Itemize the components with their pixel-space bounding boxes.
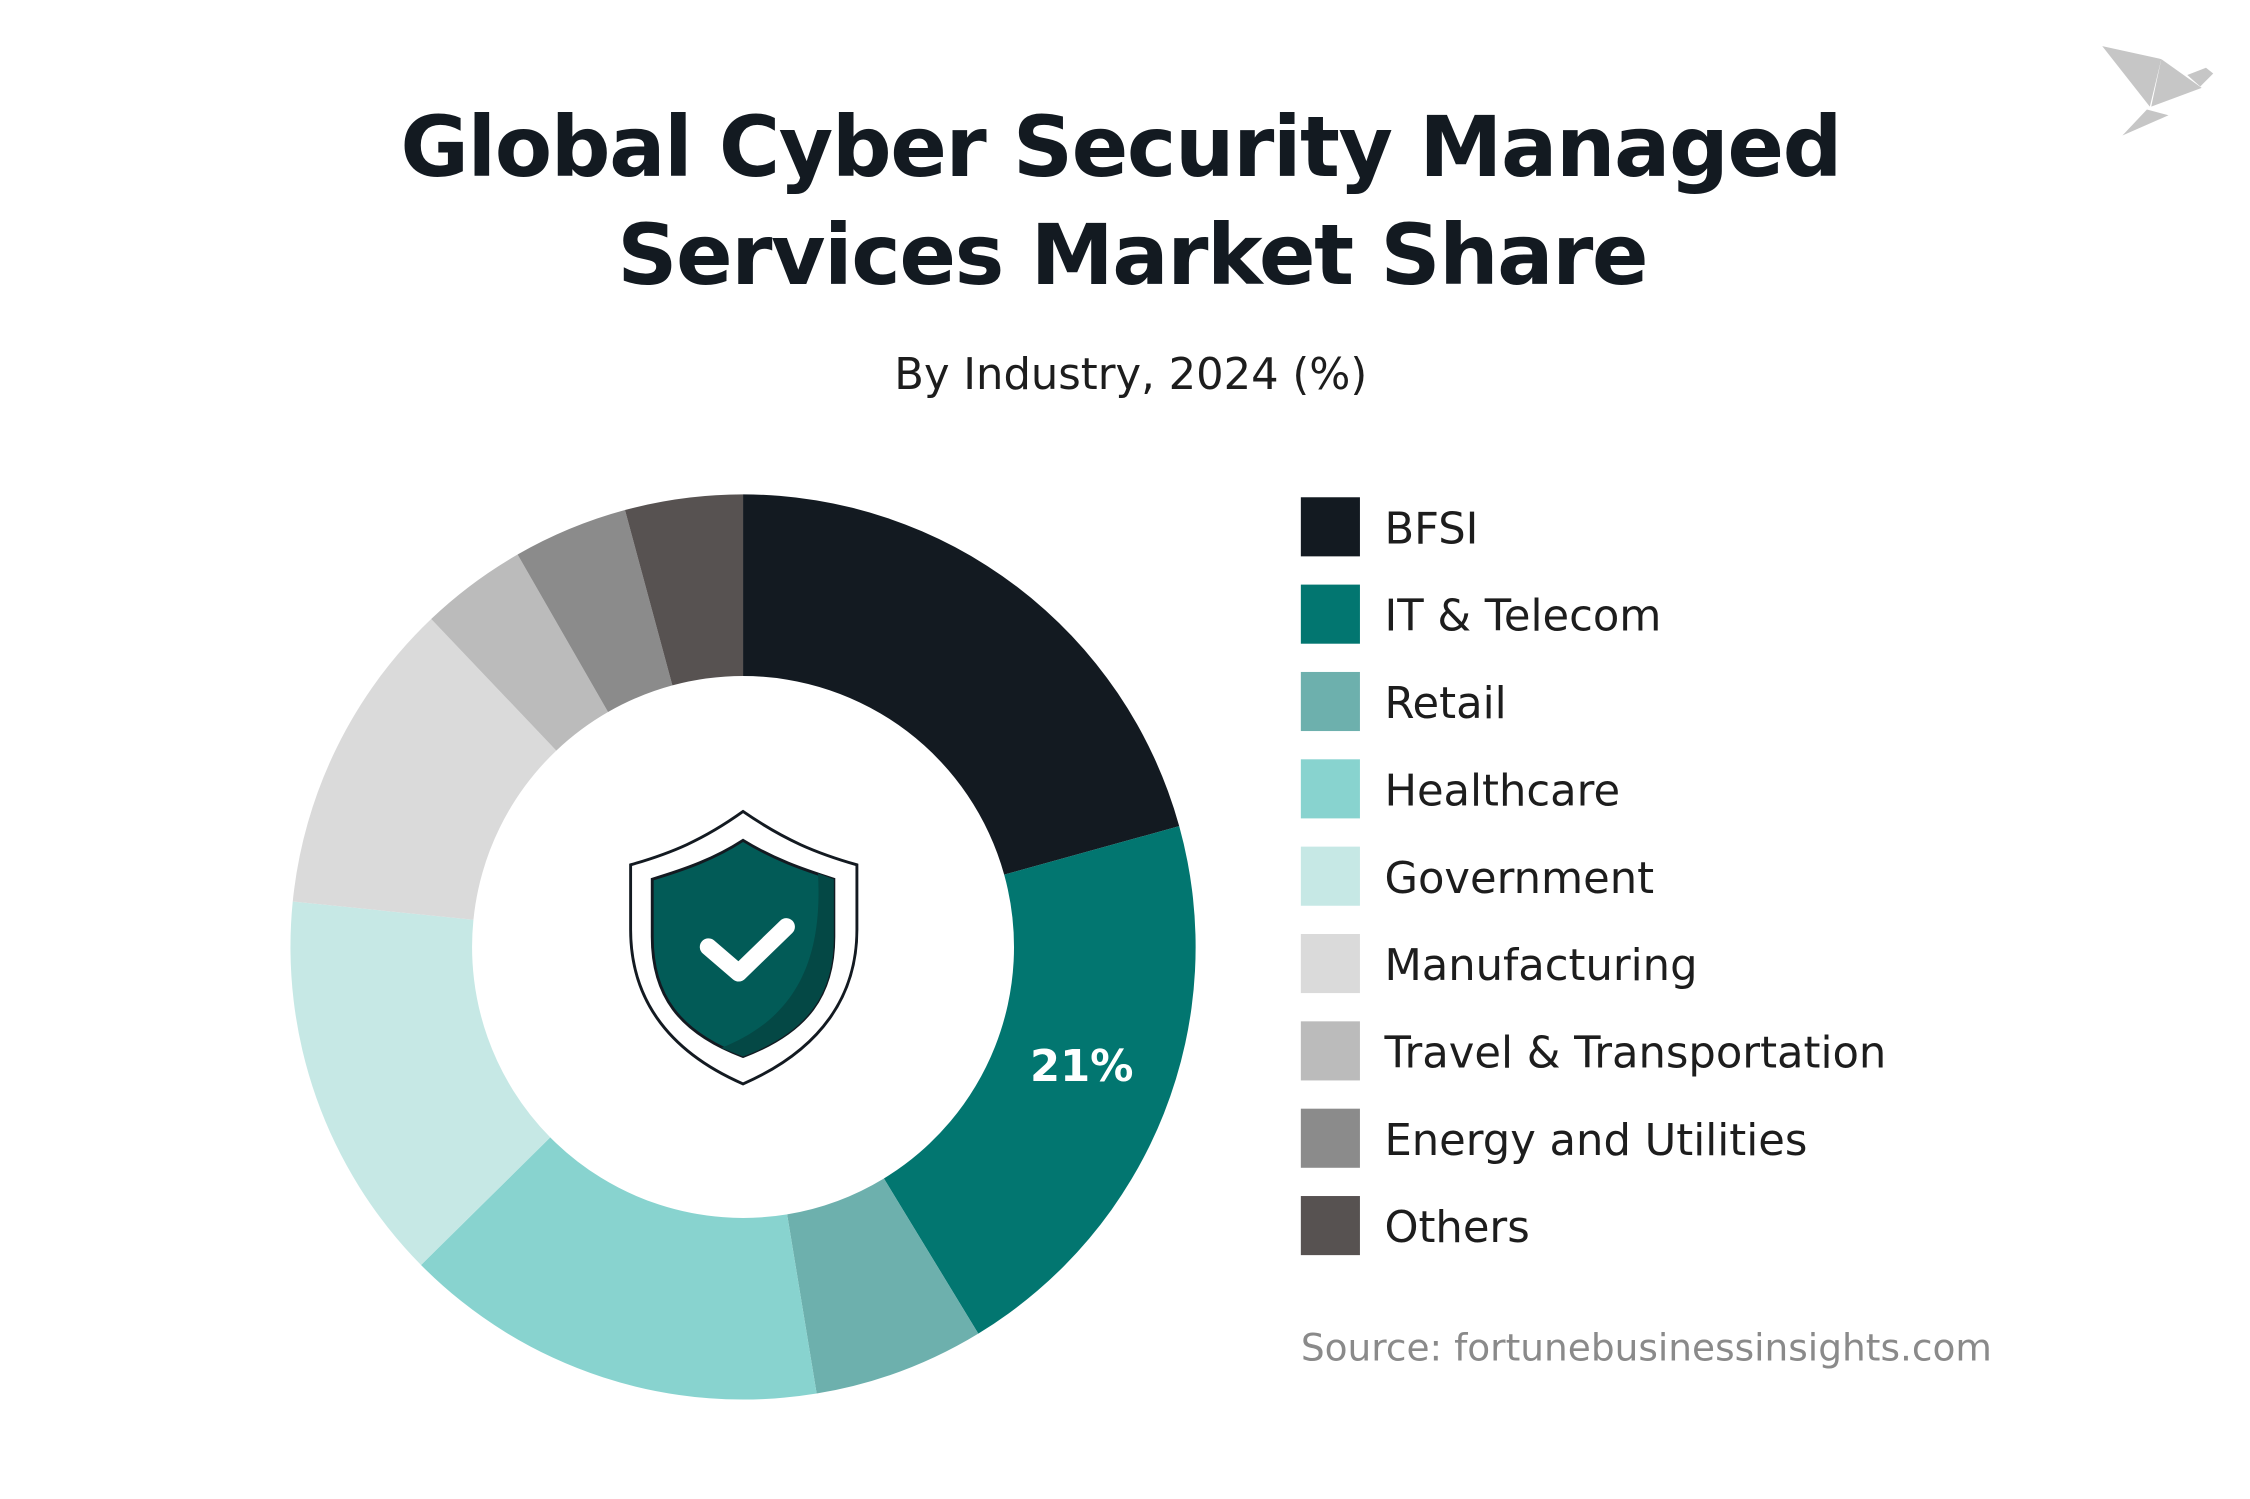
legend-label: Healthcare [1384, 766, 1620, 816]
legend-item-manufacturing: Manufacturing [1300, 933, 1698, 994]
slice-retail [787, 1178, 979, 1394]
data-label-it-telecom: 21% [1030, 1042, 1133, 1092]
legend-swatch [1300, 497, 1360, 557]
slice-others [624, 494, 744, 686]
legend-label: Retail [1384, 679, 1506, 729]
legend-label: Energy and Utilities [1384, 1116, 1807, 1166]
slice-manufacturing [292, 618, 557, 920]
legend-item-government: Government [1300, 846, 1654, 906]
legend-item-others: Others [1300, 1196, 1530, 1256]
slice-travel-and-transportation [431, 554, 609, 751]
slice-energy-and-utilities [517, 510, 673, 713]
legend-swatch [1300, 759, 1360, 819]
legend: BFSI IT & Telecom Retail Healthcare Governme… [1300, 497, 1886, 1256]
legend-item-healthcare: Healthcare [1300, 759, 1620, 819]
legend-item-travel-and-transportation: Travel & Transportation [1300, 1021, 1886, 1081]
legend-item-energy-and-utilities: Energy and Utilities [1300, 1108, 1807, 1168]
legend-swatch [1300, 846, 1360, 906]
legend-label: Others [1384, 1203, 1529, 1253]
source-note: Source: fortunebusinessinsights.com [1301, 1326, 1992, 1370]
chart-title-line-2: Services Market Share [617, 206, 1647, 304]
legend-swatch [1300, 933, 1360, 994]
donut-slices [290, 494, 1196, 1400]
origami-bird-logo [2102, 46, 2214, 136]
legend-label: Manufacturing [1384, 941, 1697, 991]
slice-bfsi [743, 494, 1180, 875]
legend-label: Travel & Transportation [1383, 1028, 1886, 1078]
slice-healthcare [421, 1137, 817, 1400]
chart-subtitle: By Industry, 2024 (%) [894, 350, 1367, 400]
legend-label: Government [1384, 854, 1654, 904]
legend-item-bfsi: BFSI [1300, 497, 1478, 557]
chart-title-line-1: Global Cyber Security Managed [400, 98, 1841, 196]
legend-swatch [1300, 584, 1360, 644]
slice-government [290, 901, 551, 1265]
legend-swatch [1300, 1021, 1360, 1081]
legend-swatch [1300, 671, 1360, 732]
legend-label: BFSI [1384, 504, 1478, 554]
shield-check-icon [629, 809, 859, 1086]
legend-swatch [1300, 1108, 1360, 1168]
legend-item-retail: Retail [1300, 671, 1507, 732]
legend-label: IT & Telecom [1384, 592, 1661, 642]
legend-item-it-and-telecom: IT & Telecom [1300, 584, 1661, 644]
legend-swatch [1300, 1196, 1360, 1256]
slice-it-and-telecom [883, 826, 1196, 1334]
